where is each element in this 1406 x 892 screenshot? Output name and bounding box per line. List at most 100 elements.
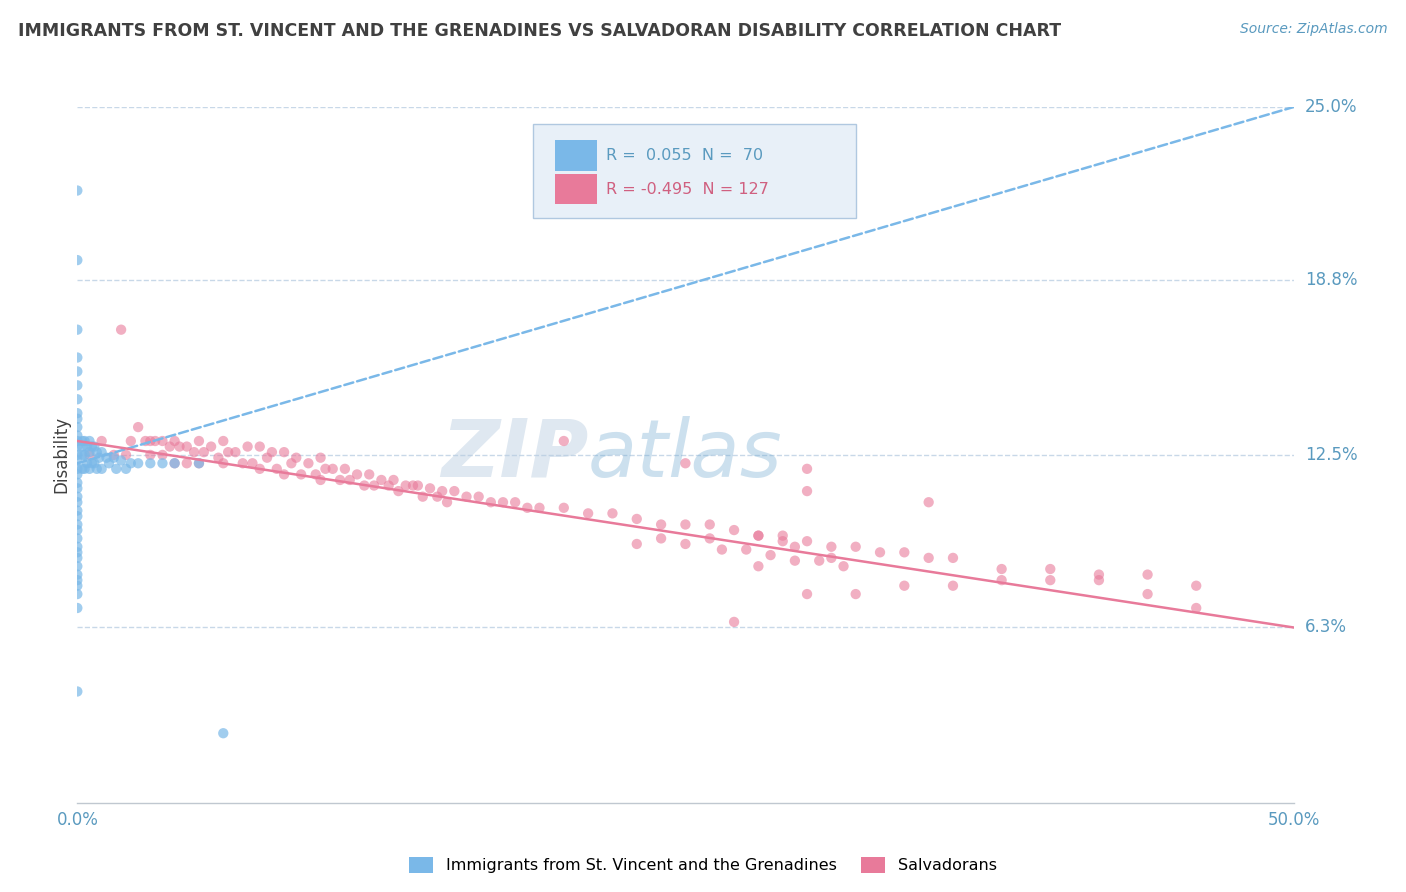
Point [66, 411, 89, 425]
Point [492, 495, 515, 509]
Point [942, 550, 965, 565]
Point [66, 601, 89, 615]
Point [66, 406, 89, 420]
Point [479, 495, 502, 509]
Point [808, 554, 831, 568]
Point [193, 445, 215, 459]
Point [273, 445, 295, 459]
Point [529, 500, 551, 515]
Point [893, 545, 915, 559]
Point [626, 537, 648, 551]
Point [90, 434, 112, 448]
Point [79, 462, 101, 476]
Point [266, 462, 288, 476]
Point [66, 481, 89, 495]
Point [212, 456, 235, 470]
Point [152, 448, 174, 462]
Point [66, 517, 89, 532]
Point [66, 495, 89, 509]
Point [430, 484, 453, 499]
Point [159, 440, 181, 454]
Point [1088, 567, 1111, 582]
Point [66, 503, 89, 517]
Point [260, 445, 283, 459]
Point [796, 484, 818, 499]
Text: Source: ZipAtlas.com: Source: ZipAtlas.com [1240, 22, 1388, 37]
Point [66, 253, 89, 268]
Text: atlas: atlas [588, 416, 783, 494]
Point [426, 490, 449, 504]
Point [176, 440, 198, 454]
Point [70, 448, 93, 462]
Point [152, 434, 174, 448]
Point [110, 323, 132, 337]
Point [723, 523, 745, 537]
Point [188, 434, 211, 448]
Text: 18.8%: 18.8% [1305, 270, 1357, 289]
Point [602, 507, 624, 521]
Point [942, 579, 965, 593]
Point [322, 462, 344, 476]
Point [66, 428, 89, 442]
Point [820, 540, 842, 554]
Point [256, 450, 278, 465]
Point [66, 509, 89, 524]
Point [86, 445, 108, 459]
Point [83, 440, 105, 454]
Point [845, 540, 868, 554]
Point [212, 434, 235, 448]
Point [207, 450, 229, 465]
Point [290, 467, 312, 482]
Point [66, 323, 89, 337]
Y-axis label: Disability: Disability [52, 417, 70, 493]
Point [120, 434, 142, 448]
Point [783, 554, 806, 568]
Point [990, 573, 1012, 587]
Point [333, 462, 356, 476]
Point [1136, 587, 1159, 601]
Point [66, 448, 89, 462]
Point [90, 462, 112, 476]
Point [650, 532, 672, 546]
Point [163, 434, 186, 448]
Text: 25.0%: 25.0% [1305, 98, 1357, 116]
Point [134, 434, 156, 448]
Point [314, 462, 336, 476]
Point [66, 467, 89, 482]
Point [169, 440, 191, 454]
Point [747, 528, 769, 542]
Text: R = -0.495  N = 127: R = -0.495 N = 127 [606, 182, 769, 196]
Point [66, 351, 89, 365]
Point [66, 550, 89, 565]
Point [80, 440, 103, 454]
Point [66, 523, 89, 537]
Point [893, 579, 915, 593]
Point [339, 473, 361, 487]
Point [105, 462, 128, 476]
Point [103, 450, 125, 465]
Point [249, 462, 271, 476]
Point [73, 448, 96, 462]
Point [249, 440, 271, 454]
Point [66, 684, 89, 698]
Point [553, 500, 575, 515]
Point [76, 456, 98, 470]
Point [1185, 579, 1208, 593]
Point [66, 532, 89, 546]
Point [796, 534, 818, 549]
Point [1039, 573, 1062, 587]
Point [66, 364, 89, 378]
Point [723, 615, 745, 629]
Point [796, 462, 818, 476]
Point [70, 462, 93, 476]
Point [395, 478, 418, 492]
Point [139, 456, 162, 470]
Point [329, 473, 352, 487]
Point [297, 456, 319, 470]
Point [66, 378, 89, 392]
Point [772, 528, 794, 542]
Point [127, 420, 149, 434]
Point [66, 579, 89, 593]
Point [163, 456, 186, 470]
Point [280, 456, 302, 470]
